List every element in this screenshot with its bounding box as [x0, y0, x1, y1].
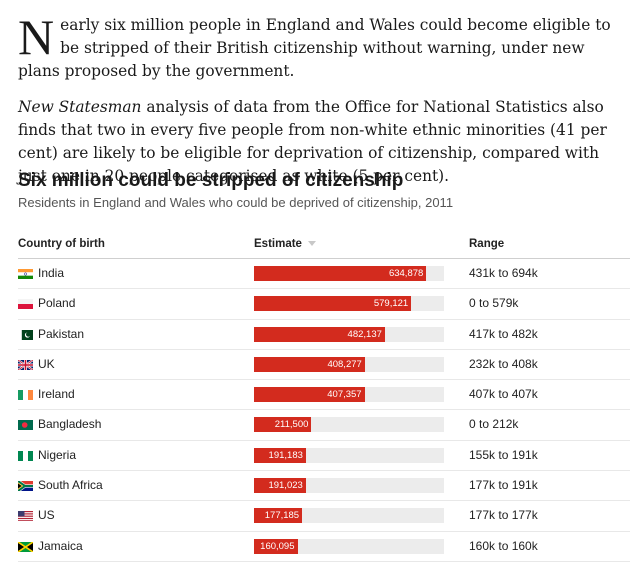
country-name: Poland	[38, 296, 76, 311]
estimate-bar-track: 408,277	[254, 356, 444, 372]
paragraph-1-text: early six million people in England and …	[18, 16, 611, 80]
chart-subtitle: Residents in England and Wales who could…	[18, 195, 454, 210]
estimate-value-label: 634,878	[388, 268, 424, 279]
citizenship-chart: Six million could be stripped of citizen…	[18, 170, 630, 562]
country-name: Ireland	[38, 387, 75, 402]
us-flag-icon	[18, 511, 33, 522]
country-name: UK	[38, 356, 55, 371]
chart-title: Six million could be stripped of citizen…	[18, 170, 404, 191]
drop-cap: N	[18, 9, 55, 65]
column-header-country[interactable]: Country of birth	[18, 238, 105, 250]
country-name: Nigeria	[38, 447, 77, 462]
country-name: US	[38, 508, 55, 523]
country-name: South Africa	[38, 478, 103, 493]
nigeria-flag-icon	[18, 450, 33, 461]
estimate-bar: 177,185	[254, 508, 303, 524]
bangladesh-flag-icon	[18, 420, 33, 431]
table-row: UK 408,277 232k to 408k	[18, 350, 630, 381]
range-value: 232k to 408k	[469, 356, 538, 371]
column-header-range[interactable]: Range	[469, 238, 505, 250]
estimate-value-label: 211,500	[274, 419, 309, 431]
estimate-bar: 579,121	[254, 296, 412, 312]
estimate-bar-track: 191,023	[254, 478, 444, 494]
country-name: Bangladesh	[38, 417, 102, 432]
range-value: 0 to 212k	[469, 417, 519, 432]
range-value: 431k to 694k	[469, 266, 538, 280]
table-row: Pakistan 482,137 417k to 482k	[18, 320, 630, 350]
south-africa-flag-icon	[18, 481, 33, 492]
estimate-bar: 407,357	[254, 387, 365, 403]
estimate-bar-track: 482,137	[254, 326, 444, 342]
estimate-bar: 408,277	[254, 356, 365, 372]
estimate-bar-track: 191,183	[254, 447, 444, 463]
paragraph-2-text: analysis of data from the Office for Nat…	[18, 98, 607, 185]
estimate-value-label: 160,095	[260, 540, 295, 552]
estimate-bar-track: 160,095	[254, 538, 444, 554]
table-row: Poland 579,121 0 to 579k	[18, 289, 630, 320]
range-value: 160k to 160k	[469, 538, 538, 553]
range-value: 177k to 177k	[469, 508, 538, 523]
range-value: 0 to 579k	[469, 296, 519, 311]
estimate-value-label: 191,183	[268, 449, 303, 461]
data-table: Country of birth Estimate Range India 634…	[18, 236, 630, 562]
table-row: Nigeria 191,183 155k to 191k	[18, 441, 630, 472]
estimate-value-label: 177,185	[264, 510, 300, 522]
table-row: Ireland 407,357 407k to 407k	[18, 380, 630, 411]
uk-flag-icon	[18, 359, 33, 370]
table-row: South Africa 191,023 177k to 191k	[18, 471, 630, 502]
pakistan-flag-icon	[18, 329, 33, 340]
estimate-bar: 482,137	[254, 326, 385, 342]
estimate-value-label: 482,137	[347, 328, 382, 340]
table-row: US 177,185 177k to 177k	[18, 501, 630, 532]
estimate-bar-track: 211,500	[254, 417, 444, 433]
range-value: 155k to 191k	[469, 447, 538, 462]
column-header-estimate-label: Estimate	[254, 238, 302, 250]
range-value: 417k to 482k	[469, 326, 538, 341]
estimate-value-label: 579,121	[373, 298, 409, 310]
ireland-flag-icon	[18, 390, 33, 401]
sort-arrow-icon[interactable]	[307, 241, 316, 247]
column-header-estimate[interactable]: Estimate	[254, 238, 316, 250]
estimate-bar: 211,500	[254, 417, 312, 433]
estimate-bar-track: 634,878	[254, 266, 444, 281]
country-name: India	[38, 266, 65, 280]
estimate-bar-track: 579,121	[254, 296, 444, 312]
india-flag-icon	[18, 269, 33, 279]
table-row: Jamaica 160,095 160k to 160k	[18, 532, 630, 562]
estimate-bar: 160,095	[254, 538, 298, 554]
table-header: Country of birth Estimate Range	[18, 236, 630, 259]
range-value: 177k to 191k	[469, 478, 538, 493]
table-row: India 634,878 431k to 694k	[18, 259, 630, 290]
table-row: Bangladesh 211,500 0 to 212k	[18, 410, 630, 441]
jamaica-flag-icon	[18, 541, 33, 552]
publication-name: New Statesman	[18, 98, 142, 116]
estimate-bar-track: 407,357	[254, 387, 444, 403]
estimate-bar: 191,023	[254, 478, 306, 494]
estimate-value-label: 407,357	[327, 389, 362, 401]
range-value: 407k to 407k	[469, 387, 538, 402]
estimate-bar: 191,183	[254, 447, 306, 463]
article-paragraph-2: New Statesman analysis of data from the …	[18, 96, 630, 188]
country-name: Jamaica	[38, 538, 83, 553]
estimate-value-label: 408,277	[327, 358, 362, 370]
country-name: Pakistan	[38, 326, 85, 341]
poland-flag-icon	[18, 299, 33, 310]
estimate-value-label: 191,023	[268, 480, 303, 492]
estimate-bar-track: 177,185	[254, 508, 444, 524]
estimate-bar: 634,878	[254, 266, 427, 281]
table-body: India 634,878 431k to 694k Poland 579,121 0 t…	[18, 259, 630, 562]
